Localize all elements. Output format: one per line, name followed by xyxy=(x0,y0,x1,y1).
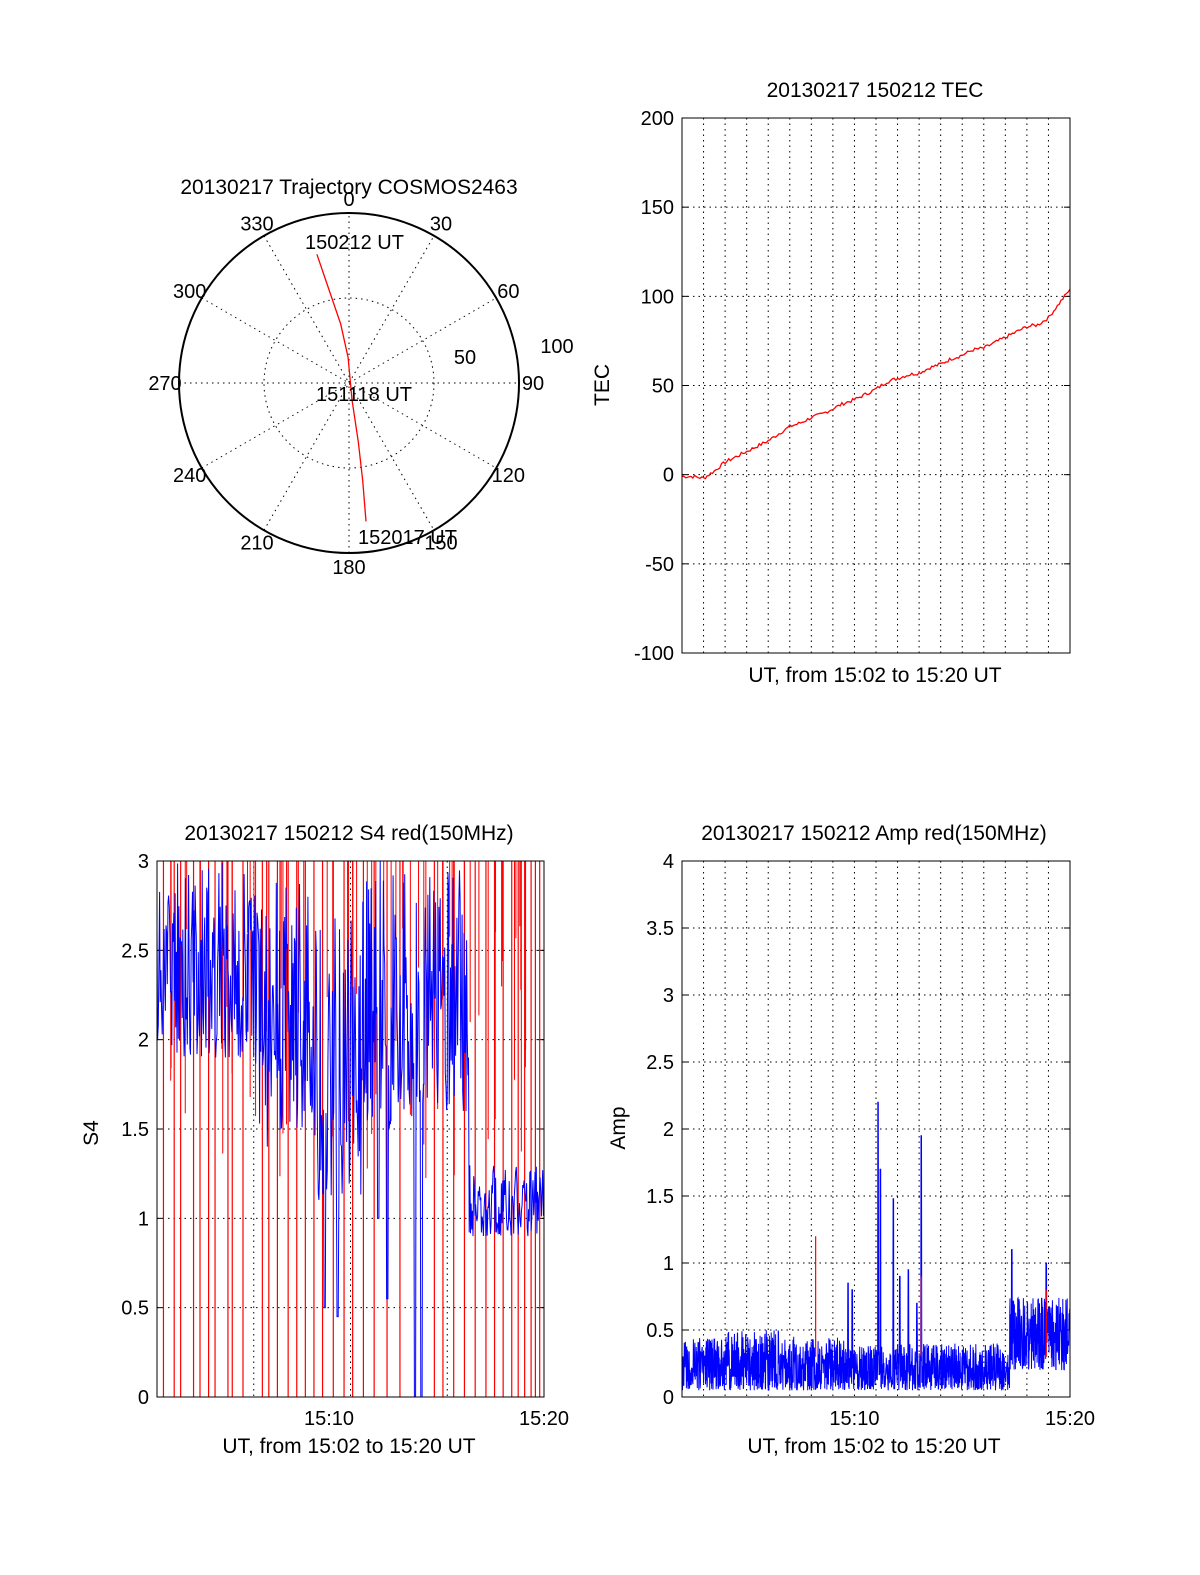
polar-angle-label: 150 xyxy=(424,532,457,554)
trajectory-title: 20130217 Trajectory COSMOS2463 xyxy=(180,176,517,199)
y-tick-label: 200 xyxy=(641,108,674,130)
amp-title: 20130217 150212 Amp red(150MHz) xyxy=(701,822,1047,845)
polar-angle-label: 120 xyxy=(492,465,525,487)
tec-frame xyxy=(681,117,1071,654)
y-tick-label: -50 xyxy=(645,554,674,576)
amp-ylabel: Amp xyxy=(607,1106,630,1149)
s4-x-ticks: 15:10 15:20 xyxy=(304,1408,569,1430)
x-tick-label: 15:10 xyxy=(829,1408,879,1430)
tec-ylabel: TEC xyxy=(591,364,614,406)
y-tick-label: 0 xyxy=(663,465,674,487)
y-tick-label: 150 xyxy=(641,197,674,219)
trajectory-track xyxy=(316,254,367,522)
polar-angle-labels: 0 30 60 90 120 150 180 210 240 270 300 330 xyxy=(148,189,544,579)
s4-ylabel: S4 xyxy=(80,1120,103,1146)
y-tick-label: 3 xyxy=(663,985,674,1007)
x-tick-label: 15:10 xyxy=(304,1408,354,1430)
x-tick-label: 15:20 xyxy=(1045,1408,1095,1430)
polar-angle-label: 240 xyxy=(173,465,206,487)
y-tick-label: 1 xyxy=(663,1253,674,1275)
tec-plot: 20130217 150212 TEC 200150100500-50-100 … xyxy=(591,79,1071,687)
amp-red-spikes xyxy=(815,1236,1047,1357)
annotation-mid: 151118 UT xyxy=(316,384,412,406)
y-tick-label: 1 xyxy=(138,1208,149,1230)
polar-ring-50 xyxy=(263,297,435,469)
y-tick-label: 50 xyxy=(652,376,674,398)
amp-frame xyxy=(681,860,1071,1398)
tec-series-line xyxy=(681,288,1071,480)
tec-y-ticks: 200 150 100 50 0 -50 -100 xyxy=(634,108,1070,665)
polar-angle-label: 210 xyxy=(240,532,273,554)
y-tick-label: 0.5 xyxy=(121,1298,149,1320)
radial-label-50: 50 xyxy=(454,347,476,369)
amp-x-ticks: 15:10 15:20 xyxy=(829,1408,1095,1430)
y-tick-label: 0 xyxy=(138,1387,149,1409)
y-tick-label: 1.5 xyxy=(121,1119,149,1141)
s4-frame xyxy=(156,860,545,1398)
y-tick-label: -100 xyxy=(634,643,674,665)
annotation-end: 152017 UT xyxy=(358,527,457,549)
polar-angle-label: 60 xyxy=(497,281,519,303)
annotation-start: 150212 UT xyxy=(305,232,404,254)
tec-xlabel: UT, from 15:02 to 15:20 UT xyxy=(748,664,1001,687)
amp-blue-series xyxy=(681,1101,1071,1391)
tec-title: 20130217 150212 TEC xyxy=(767,79,984,102)
y-tick-label: 2 xyxy=(663,1119,674,1141)
y-tick-label: 3.5 xyxy=(646,918,674,940)
polar-angle-label: 270 xyxy=(148,373,181,395)
y-tick-label: 0 xyxy=(663,1387,674,1409)
y-tick-label: 100 xyxy=(641,286,674,308)
polar-angle-label: 180 xyxy=(332,557,365,579)
y-tick-label: 3 xyxy=(138,851,149,873)
x-tick-label: 15:20 xyxy=(519,1408,569,1430)
y-tick-label: 0.5 xyxy=(646,1320,674,1342)
amp-xlabel: UT, from 15:02 to 15:20 UT xyxy=(747,1435,1000,1458)
polar-spokes xyxy=(179,213,519,553)
amp-y-ticks: 4 3.5 3 2.5 2 1.5 1 0.5 0 xyxy=(646,851,1070,1409)
y-tick-label: 2.5 xyxy=(646,1052,674,1074)
polar-angle-label: 30 xyxy=(430,214,452,236)
s4-blue-series xyxy=(156,861,545,1398)
trajectory-plot: 20130217 Trajectory COSMOS2463 0 30 60 90 12… xyxy=(148,176,573,579)
amp-plot: 20130217 150212 Amp red(150MHz) 4 3.5 3 2.5… xyxy=(607,822,1095,1458)
polar-angle-label: 90 xyxy=(522,373,544,395)
polar-angle-label: 330 xyxy=(240,214,273,236)
s4-plot: 20130217 150212 S4 red(150MHz) 3 2.5 2 1.5 1… xyxy=(80,822,569,1458)
polar-angle-label: 0 xyxy=(343,189,354,211)
s4-xlabel: UT, from 15:02 to 15:20 UT xyxy=(222,1435,475,1458)
y-tick-label: 2 xyxy=(138,1030,149,1052)
tec-grid xyxy=(682,118,1070,653)
polar-angle-label: 300 xyxy=(173,281,206,303)
s4-title: 20130217 150212 S4 red(150MHz) xyxy=(184,822,513,845)
radial-label-100: 100 xyxy=(540,336,573,358)
y-tick-label: 2.5 xyxy=(121,940,149,962)
y-tick-label: 4 xyxy=(663,851,674,873)
y-tick-label: 1.5 xyxy=(646,1186,674,1208)
